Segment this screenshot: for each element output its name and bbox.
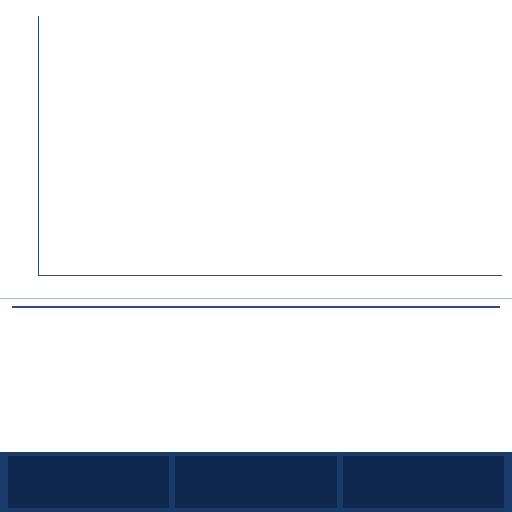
mini-combo-chart	[343, 456, 504, 508]
mini-panel-combo	[343, 456, 504, 508]
mini-line-chart	[175, 456, 336, 508]
bottom-mini-panels	[0, 452, 512, 512]
chart-svg	[39, 16, 502, 479]
mini-bar-chart	[8, 456, 169, 508]
main-chart	[0, 8, 512, 298]
plot-region	[38, 16, 502, 276]
header	[0, 0, 512, 8]
y-axis	[14, 16, 36, 276]
mini-panel-bars	[8, 456, 169, 508]
mini-panel-line	[175, 456, 336, 508]
